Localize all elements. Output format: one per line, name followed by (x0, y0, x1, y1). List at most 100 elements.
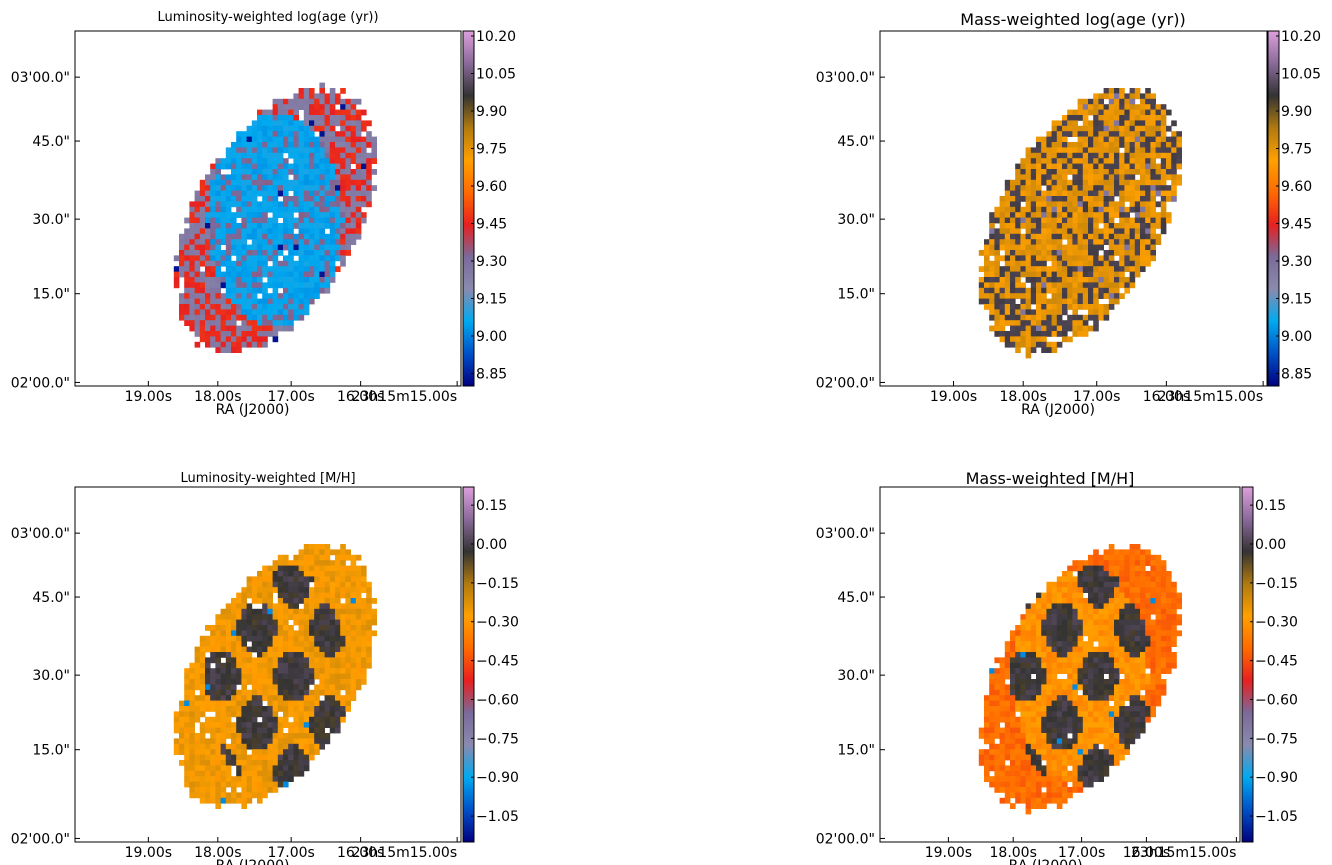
map-pixel (257, 571, 263, 577)
map-pixel (257, 576, 263, 583)
map-pixel (1062, 700, 1068, 707)
map-pixel (309, 293, 315, 299)
map-pixel (1088, 185, 1094, 191)
map-pixel (199, 662, 206, 669)
map-pixel (1072, 196, 1078, 202)
map-pixel (236, 147, 242, 154)
map-pixel (210, 733, 216, 739)
map-pixel (1155, 163, 1162, 170)
map-pixel (267, 722, 273, 728)
map-pixel (283, 104, 289, 110)
map-pixel (994, 722, 1000, 728)
map-pixel (225, 722, 232, 728)
map-pixel (361, 179, 367, 186)
map-pixel (1150, 120, 1156, 127)
map-pixel (1134, 716, 1141, 723)
map-pixel (262, 190, 268, 197)
map-pixel (1098, 608, 1104, 615)
map-pixel (1129, 244, 1136, 251)
map-pixel (1108, 152, 1115, 159)
map-pixel (999, 233, 1006, 240)
map-pixel (184, 239, 190, 245)
map-pixel (1140, 266, 1146, 272)
map-pixel (1088, 196, 1094, 202)
map-pixel (1051, 309, 1058, 316)
map-pixel (262, 749, 268, 755)
map-pixel (246, 635, 253, 642)
map-pixel (205, 212, 211, 218)
map-pixel (1020, 169, 1026, 175)
map-pixel (1119, 727, 1125, 734)
map-pixel (1114, 684, 1120, 691)
map-pixel (1041, 646, 1047, 653)
map-pixel (1155, 581, 1162, 588)
map-pixel (1051, 185, 1058, 191)
map-pixel (1051, 271, 1058, 278)
map-pixel (1041, 309, 1047, 316)
map-pixel (314, 185, 320, 191)
map-pixel (277, 282, 284, 289)
map-pixel (251, 217, 258, 224)
map-pixel (309, 185, 315, 191)
map-pixel (1103, 554, 1110, 561)
map-pixel (1067, 239, 1073, 245)
map-pixel (298, 271, 305, 278)
map-pixel (220, 250, 227, 256)
map-pixel (236, 652, 242, 658)
map-pixel (1124, 174, 1130, 181)
map-pixel (303, 120, 310, 127)
map-pixel (1082, 120, 1089, 127)
map-pixel (1103, 109, 1110, 116)
map-pixel (1030, 314, 1037, 321)
map-pixel (1108, 603, 1115, 610)
map-pixel (1114, 185, 1120, 191)
map-pixel (1030, 298, 1037, 305)
map-pixel (1046, 250, 1052, 256)
map-pixel (1119, 619, 1125, 626)
map-pixel (1145, 136, 1151, 143)
map-pixel (1098, 217, 1104, 224)
map-pixel (350, 125, 357, 132)
map-pixel (1160, 619, 1167, 626)
map-pixel (1072, 630, 1078, 637)
map-pixel (267, 695, 273, 701)
map-pixel (1119, 565, 1125, 572)
map-pixel (1166, 614, 1172, 620)
map-pixel (272, 185, 279, 191)
map-pixel (1072, 158, 1078, 164)
map-pixel (246, 228, 253, 235)
map-pixel (288, 217, 294, 224)
map-pixel (225, 212, 232, 218)
map-pixel (1129, 695, 1136, 701)
map-pixel (1025, 684, 1032, 691)
map-pixel (1140, 700, 1146, 707)
map-pixel (215, 781, 221, 788)
map-pixel (1129, 179, 1136, 186)
map-pixel (277, 244, 284, 251)
map-pixel (251, 190, 258, 197)
map-pixel (1067, 576, 1073, 583)
map-pixel (1140, 174, 1146, 181)
map-pixel (1046, 581, 1052, 588)
map-pixel (283, 201, 289, 208)
map-pixel (1093, 304, 1099, 310)
map-pixel (1093, 163, 1099, 170)
map-pixel (303, 608, 310, 615)
map-pixel (262, 630, 268, 637)
map-pixel (1108, 743, 1115, 750)
map-pixel (1145, 125, 1151, 132)
map-pixel (241, 754, 247, 761)
map-pixel (1145, 255, 1151, 262)
map-pixel (189, 776, 195, 782)
map-pixel (1015, 233, 1021, 240)
map-pixel (1072, 738, 1078, 745)
map-pixel (272, 250, 279, 256)
map-pixel (1036, 635, 1042, 642)
map-pixel (1098, 239, 1104, 245)
map-pixel (1124, 223, 1130, 229)
map-pixel (1072, 298, 1078, 305)
map-pixel (272, 560, 279, 566)
map-pixel (1124, 592, 1130, 599)
map-pixel (1036, 706, 1042, 712)
map-pixel (210, 797, 216, 804)
